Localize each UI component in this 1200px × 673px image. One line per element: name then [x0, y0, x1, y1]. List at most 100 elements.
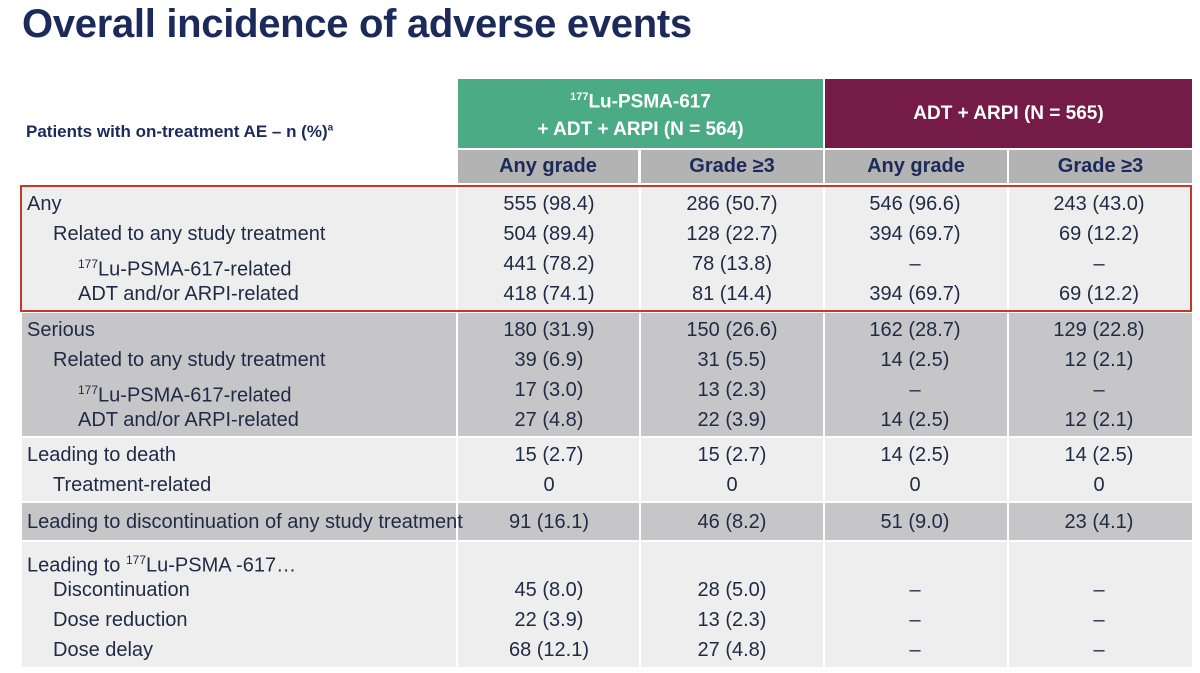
cell-value: 27 (4.8): [514, 409, 584, 431]
cell-value: 150 (26.6): [686, 319, 778, 341]
table-row: Dose reduction 22 (3.9) 13 (2.3) – –: [22, 605, 1192, 635]
cell-value: –: [909, 639, 921, 661]
cell-value: –: [909, 579, 921, 601]
row-header-footnote: a: [327, 122, 334, 134]
table-row: 177Lu-PSMA-617-related 441 (78.2) 78 (13…: [22, 249, 1192, 281]
cell-value: 418 (74.1): [503, 283, 595, 305]
cell-value: 0: [1093, 474, 1105, 496]
table-section-serious: Serious 180 (31.9) 150 (26.6) 162 (28.7)…: [22, 313, 1192, 436]
cell-value: 243 (43.0): [1053, 193, 1145, 215]
table-row: Discontinuation 45 (8.0) 28 (5.0) – –: [22, 575, 1192, 605]
cell-value: 45 (8.0): [514, 579, 584, 601]
cell-value: 394 (69.7): [869, 283, 961, 305]
cell-value: 22 (3.9): [514, 609, 584, 631]
cell-value: 78 (13.8): [691, 253, 773, 275]
group-a-line1: Lu-PSMA-617: [588, 91, 711, 113]
group-a-line2: + ADT + ARPI (N = 564): [537, 119, 744, 141]
cell-value: –: [1093, 579, 1105, 601]
table-section-lu-psma-actions: Leading to 177Lu-PSMA -617… Discontinuat…: [22, 542, 1192, 667]
table-row: Dose delay 68 (12.1) 27 (4.8) – –: [22, 635, 1192, 665]
cell-value: 14 (2.5): [880, 444, 950, 466]
row-label: Treatment-related: [53, 474, 212, 496]
cell-value: –: [1093, 609, 1105, 631]
cell-value: 12 (2.1): [1064, 409, 1134, 431]
table-row: Related to any study treatment 504 (89.4…: [22, 219, 1192, 249]
subheader-a-any-grade: Any grade: [458, 150, 638, 183]
row-label: Leading to discontinuation of any study …: [27, 511, 463, 533]
table-row: 177Lu-PSMA-617-related 17 (3.0) 13 (2.3)…: [22, 375, 1192, 407]
row-label: Leading to 177Lu-PSMA -617…: [27, 545, 296, 581]
row-label: Discontinuation: [53, 579, 190, 601]
row-label: ADT and/or ARPI-related: [78, 283, 299, 305]
cell-value: 22 (3.9): [697, 409, 767, 431]
row-header-text: Patients with on-treatment AE – n (%): [26, 122, 328, 141]
table-row: ADT and/or ARPI-related 27 (4.8) 22 (3.9…: [22, 405, 1192, 435]
cell-value: 180 (31.9): [503, 319, 595, 341]
row-label: Dose delay: [53, 639, 154, 661]
cell-value: 0: [909, 474, 921, 496]
row-label-text: Lu-PSMA-617-related: [98, 384, 292, 407]
table-row: Leading to 177Lu-PSMA -617…: [22, 545, 1192, 577]
row-label: Serious: [27, 319, 95, 341]
cell-value: 14 (2.5): [1064, 444, 1134, 466]
cell-value: 12 (2.1): [1064, 349, 1134, 371]
row-label: ADT and/or ARPI-related: [78, 409, 299, 431]
cell-value: 14 (2.5): [880, 409, 950, 431]
cell-value: 13 (2.3): [697, 609, 767, 631]
subheader-b-grade3: Grade ≥3: [1009, 150, 1192, 183]
table-row: Leading to discontinuation of any study …: [22, 507, 1192, 537]
row-label-text: Lu-PSMA-617-related: [98, 258, 292, 281]
cell-value: 46 (8.2): [697, 511, 767, 533]
table-row: ADT and/or ARPI-related 418 (74.1) 81 (1…: [22, 279, 1192, 309]
cell-value: 129 (22.8): [1053, 319, 1145, 341]
row-label: 177Lu-PSMA-617-related: [78, 375, 291, 411]
cell-value: 91 (16.1): [508, 511, 590, 533]
table-row: Any 555 (98.4) 286 (50.7) 546 (96.6) 243…: [22, 189, 1192, 219]
cell-value: 69 (12.2): [1058, 283, 1140, 305]
cell-value: 504 (89.4): [503, 223, 595, 245]
cell-value: 31 (5.5): [697, 349, 767, 371]
table-row: Serious 180 (31.9) 150 (26.6) 162 (28.7)…: [22, 315, 1192, 345]
cell-value: 162 (28.7): [869, 319, 961, 341]
cell-value: –: [1093, 379, 1105, 401]
table-section-discontinuation: Leading to discontinuation of any study …: [22, 503, 1192, 540]
cell-value: –: [1093, 639, 1105, 661]
cell-value: 81 (14.4): [691, 283, 773, 305]
subheader-a-grade3: Grade ≥3: [641, 150, 823, 183]
cell-value: 23 (4.1): [1064, 511, 1134, 533]
group-header-adt-arpi: ADT + ARPI (N = 565): [825, 79, 1192, 148]
group-a-isotope-sup: 177: [570, 90, 589, 103]
row-label-text: Lu-PSMA -617…: [146, 554, 297, 577]
group-header-lu-psma: 177Lu-PSMA-617 + ADT + ARPI (N = 564): [458, 79, 823, 148]
cell-value: 441 (78.2): [503, 253, 595, 275]
table-row: Leading to death 15 (2.7) 15 (2.7) 14 (2…: [22, 440, 1192, 470]
row-label-pre: Leading to: [27, 554, 126, 577]
subheader-b-any-grade: Any grade: [825, 150, 1007, 183]
table-row: Treatment-related 0 0 0 0: [22, 470, 1192, 500]
table-section-death: Leading to death 15 (2.7) 15 (2.7) 14 (2…: [22, 438, 1192, 501]
table-row: Related to any study treatment 39 (6.9) …: [22, 345, 1192, 375]
cell-value: –: [1093, 253, 1105, 275]
cell-value: 69 (12.2): [1058, 223, 1140, 245]
cell-value: 394 (69.7): [869, 223, 961, 245]
cell-value: 128 (22.7): [686, 223, 778, 245]
cell-value: –: [909, 253, 921, 275]
row-label: Any: [27, 193, 62, 215]
cell-value: 0: [543, 474, 555, 496]
row-label: Related to any study treatment: [53, 349, 326, 371]
cell-value: 546 (96.6): [869, 193, 961, 215]
row-label: Related to any study treatment: [53, 223, 326, 245]
row-label: 177Lu-PSMA-617-related: [78, 249, 291, 285]
cell-value: 14 (2.5): [880, 349, 950, 371]
cell-value: 28 (5.0): [697, 579, 767, 601]
cell-value: 51 (9.0): [880, 511, 950, 533]
row-label: Dose reduction: [53, 609, 188, 631]
cell-value: 15 (2.7): [514, 444, 584, 466]
cell-value: 27 (4.8): [697, 639, 767, 661]
cell-value: –: [909, 379, 921, 401]
isotope-sup: 177: [78, 257, 99, 271]
cell-value: 17 (3.0): [514, 379, 584, 401]
row-label: Leading to death: [27, 444, 177, 466]
cell-value: 0: [726, 474, 738, 496]
cell-value: 286 (50.7): [686, 193, 778, 215]
